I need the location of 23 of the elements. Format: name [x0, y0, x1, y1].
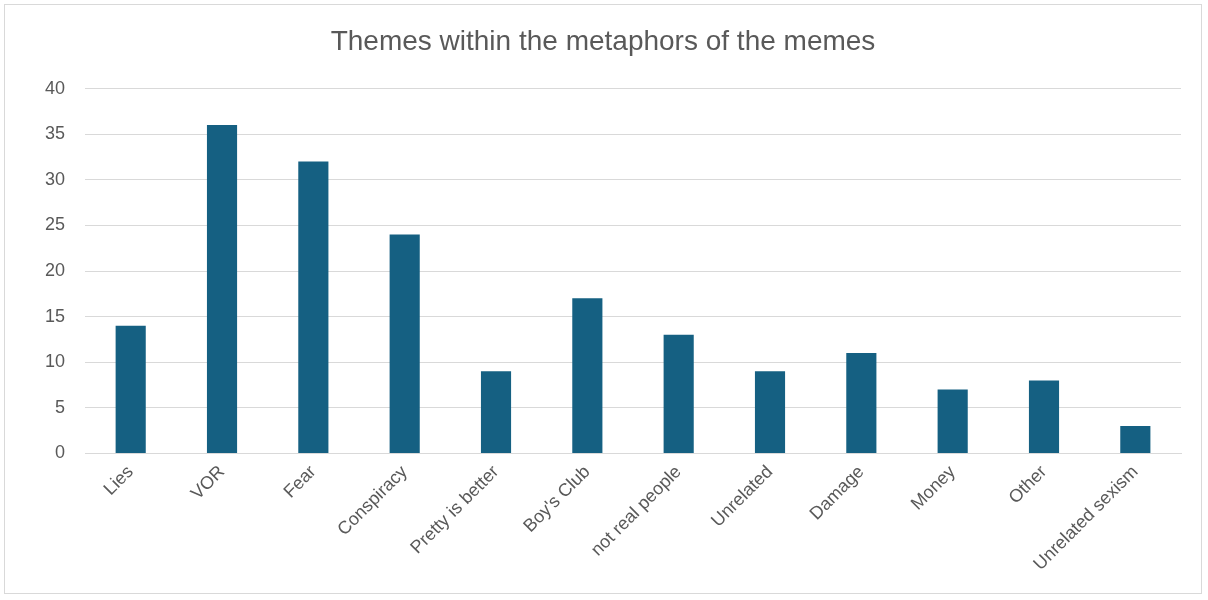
y-tick-label: 40	[44, 77, 66, 98]
bar	[389, 234, 420, 453]
y-tick-label: 30	[44, 168, 66, 189]
y-tick-label: 20	[44, 259, 66, 280]
y-tick-label: 5	[55, 396, 66, 417]
y-tick-label: 25	[44, 214, 66, 235]
bar	[1120, 426, 1151, 453]
y-tick-label: 0	[55, 442, 66, 463]
bar	[115, 325, 146, 453]
bar	[754, 371, 786, 453]
bar	[480, 371, 512, 453]
bar	[206, 125, 238, 453]
y-tick-label: 35	[44, 123, 66, 144]
bar	[298, 161, 329, 453]
chart-title: Themes within the metaphors of the memes	[330, 24, 876, 56]
y-tick-label: 10	[44, 351, 66, 372]
bar	[846, 353, 877, 453]
bar	[663, 334, 694, 453]
x-tick-label: Lies	[99, 461, 138, 499]
bar	[1028, 380, 1060, 453]
bar	[572, 298, 603, 453]
bar	[937, 389, 968, 453]
y-tick-label: 15	[44, 305, 66, 326]
